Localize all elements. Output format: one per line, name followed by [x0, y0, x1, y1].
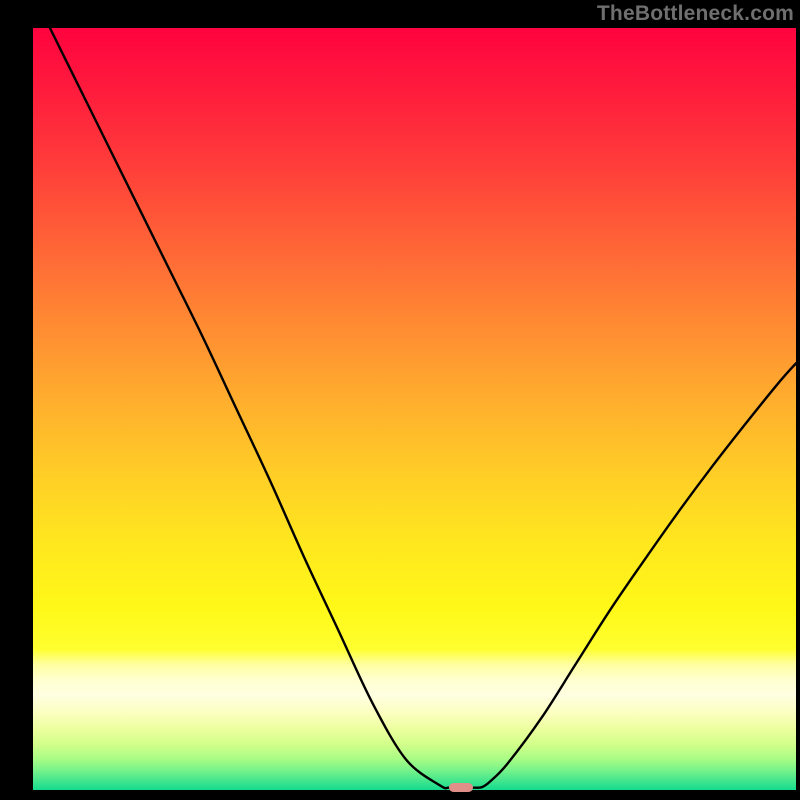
watermark-text: TheBottleneck.com [597, 2, 794, 26]
minimum-marker [449, 783, 473, 792]
gradient-background [33, 28, 796, 790]
plot-area [33, 28, 796, 790]
chart-container: TheBottleneck.com [0, 0, 800, 800]
